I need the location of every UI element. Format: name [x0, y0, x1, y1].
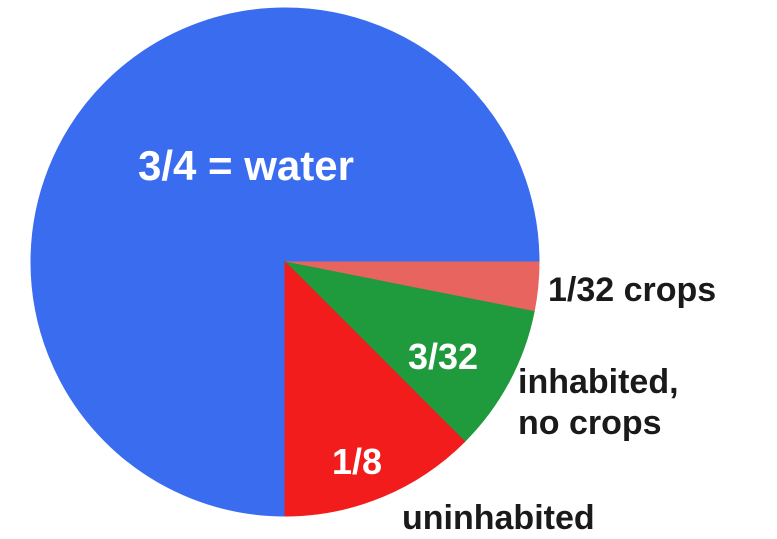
slice-label: uninhabited — [402, 499, 595, 537]
pie-slice — [283, 261, 535, 443]
value-label: 1/8 — [332, 441, 383, 482]
pie-slice — [284, 260, 466, 517]
pie-slice — [30, 7, 540, 517]
slice-label: 3/4 = water — [138, 142, 354, 189]
value-label: 3/32 — [408, 336, 479, 377]
slice-label: inhabited, no crops — [518, 363, 679, 443]
slice-label: 1/32 crops — [548, 271, 717, 309]
